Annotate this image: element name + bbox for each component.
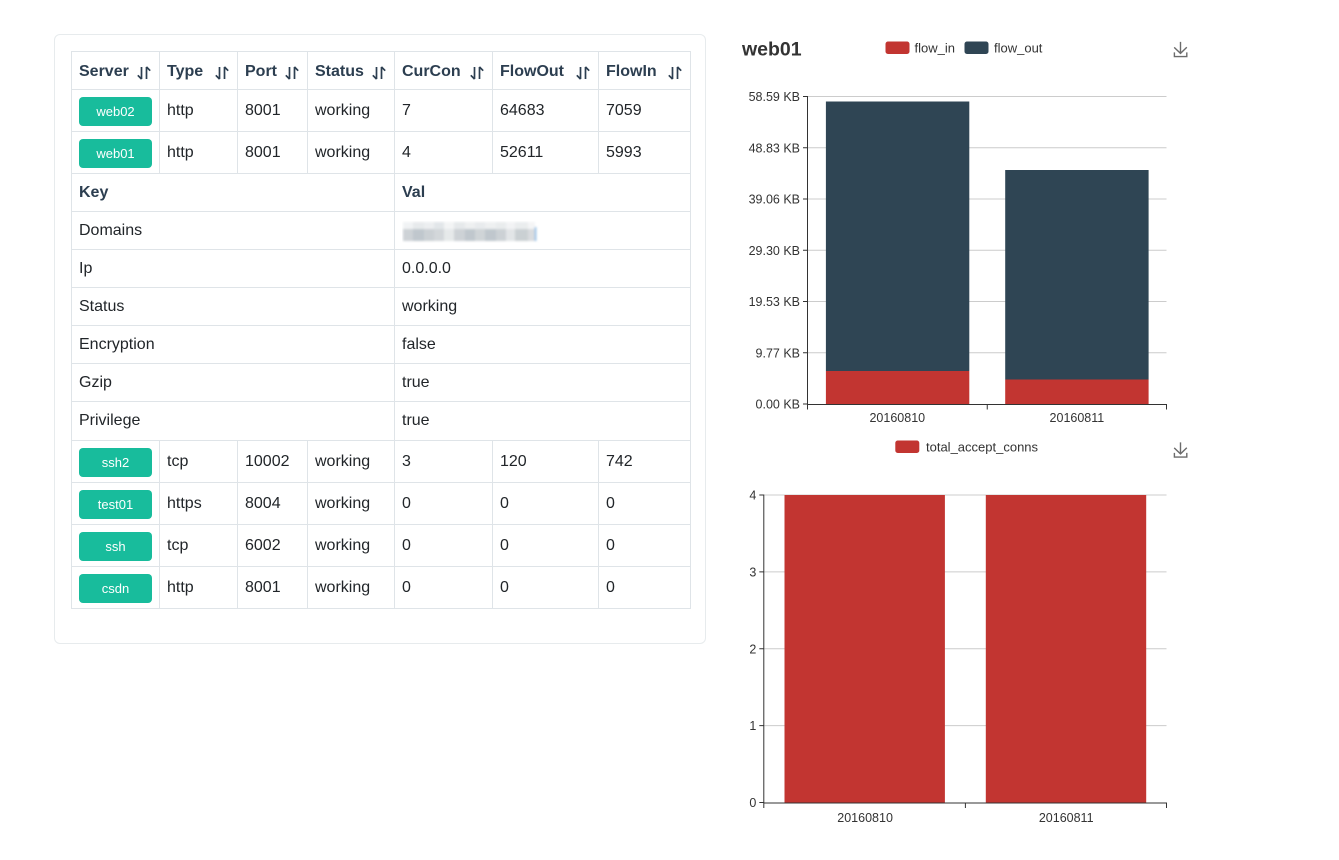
- svg-text:flow_out: flow_out: [994, 41, 1043, 56]
- svg-text:20160811: 20160811: [1039, 811, 1094, 825]
- svg-text:29.30 KB: 29.30 KB: [749, 244, 800, 258]
- svg-text:3: 3: [749, 565, 756, 579]
- svg-text:0.00 KB: 0.00 KB: [756, 398, 800, 412]
- svg-text:4: 4: [749, 489, 756, 503]
- svg-text:20160810: 20160810: [837, 811, 893, 825]
- svg-text:39.06 KB: 39.06 KB: [749, 193, 800, 207]
- svg-text:2: 2: [749, 642, 756, 656]
- svg-text:20160811: 20160811: [1050, 411, 1105, 425]
- svg-text:0: 0: [749, 796, 756, 810]
- svg-text:19.53 KB: 19.53 KB: [749, 295, 800, 309]
- svg-text:58.59 KB: 58.59 KB: [749, 90, 800, 104]
- svg-text:1: 1: [749, 719, 756, 733]
- svg-text:9.77 KB: 9.77 KB: [756, 346, 800, 360]
- svg-text:web01: web01: [741, 39, 802, 61]
- svg-text:20160810: 20160810: [869, 411, 925, 425]
- svg-text:flow_in: flow_in: [915, 41, 955, 56]
- svg-text:total_accept_conns: total_accept_conns: [926, 440, 1039, 455]
- svg-text:48.83 KB: 48.83 KB: [749, 141, 800, 155]
